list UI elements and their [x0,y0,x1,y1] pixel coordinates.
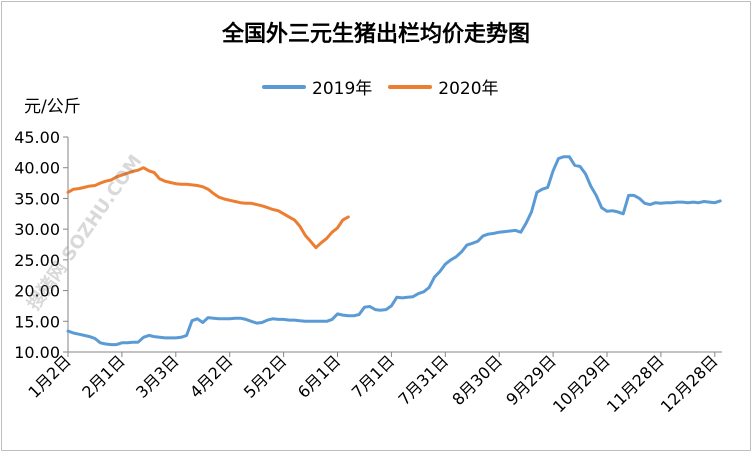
x-tick-label: 7月1日 [348,351,398,401]
x-tick-label: 4月2日 [186,351,236,401]
y-tick-label: 35.00 [14,189,60,208]
legend-item-2019: 2019年 [262,74,372,99]
x-tick-label: 10月29日 [549,351,614,416]
legend-label-2019: 2019年 [312,79,373,99]
x-tick-label: 2月1日 [78,351,128,401]
series-line-2020 [66,166,350,250]
x-tick-label: 8月30日 [448,351,506,409]
chart-title: 全国外三元生猪出栏均价走势图 [221,22,530,47]
y-tick-label: 30.00 [14,220,60,239]
x-tick-label: 12月28日 [657,351,722,416]
y-tick-label: 25.00 [14,251,60,270]
legend-item-2020: 2020年 [388,74,499,99]
x-tick-label: 7月31日 [394,351,452,409]
legend-swatch-2020 [388,84,433,89]
y-tick-label: 15.00 [14,312,60,331]
x-tick-label: 5月2日 [240,351,290,401]
series-line-2019 [66,155,722,347]
y-tick-label: 40.00 [14,159,60,178]
y-tick-label: 10.00 [14,343,60,362]
y-axis-unit-label: 元/公斤 [24,97,81,117]
x-tick-label: 11月28日 [603,351,668,416]
x-tick-label: 3月3日 [132,351,182,401]
legend-swatch-2019 [262,84,306,89]
y-tick-label: 20.00 [14,282,60,301]
legend: 2019年 2020年 [262,74,515,99]
y-tick-label: 45.00 [14,128,60,147]
legend-label-2020: 2020年 [438,79,499,99]
x-tick-label: 6月1日 [294,351,344,401]
